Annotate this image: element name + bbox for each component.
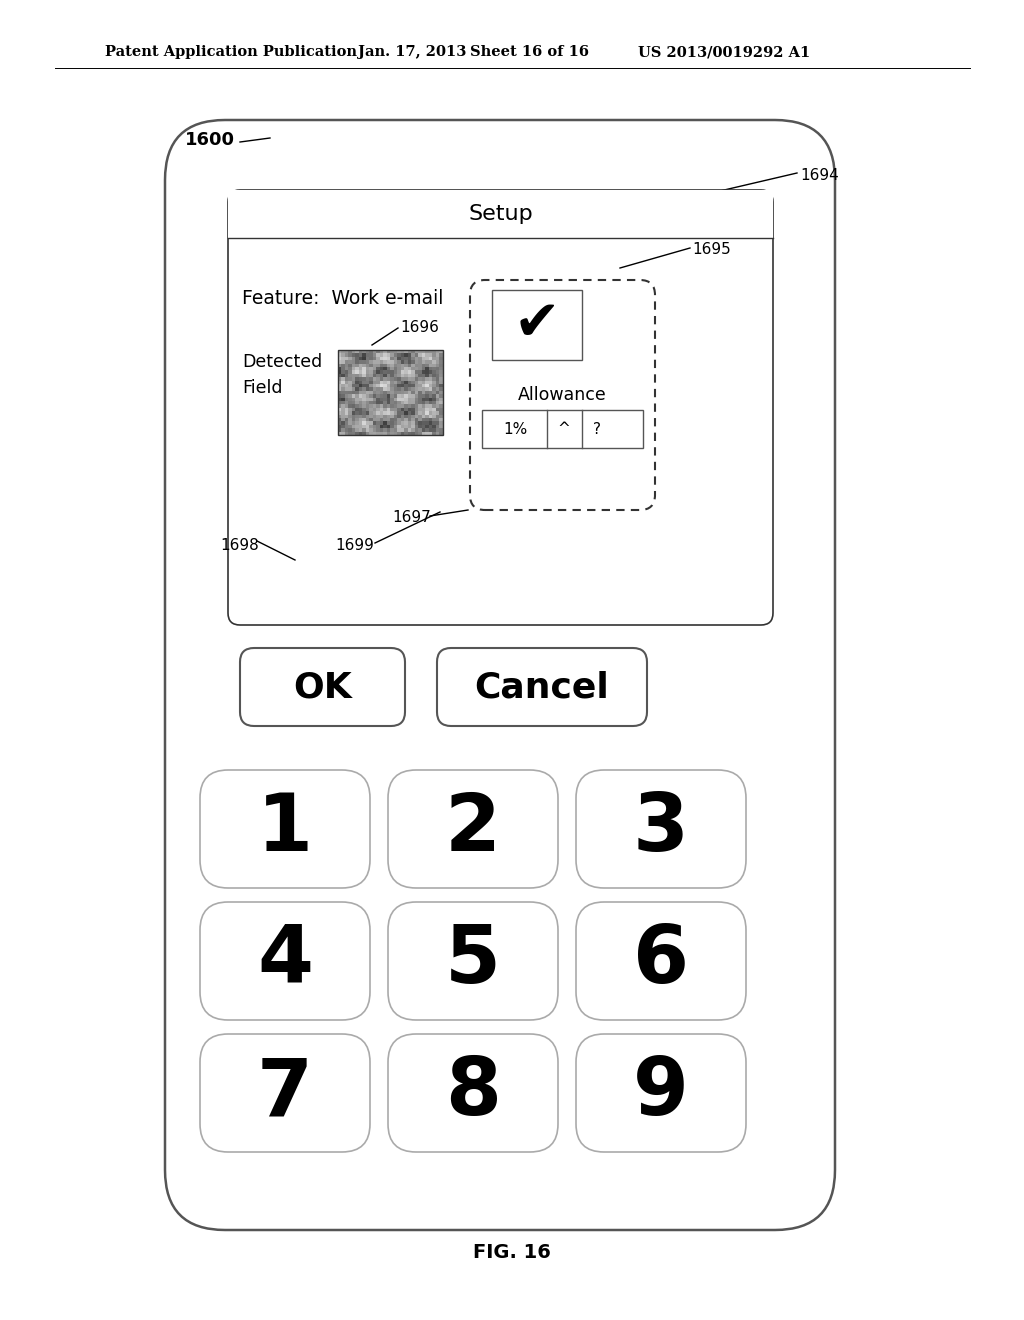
Text: 1696: 1696 xyxy=(400,321,439,335)
Text: 1697: 1697 xyxy=(392,511,431,525)
Text: 8: 8 xyxy=(445,1053,501,1133)
Text: 5: 5 xyxy=(445,921,501,1001)
Text: ?: ? xyxy=(593,421,601,437)
Text: 7: 7 xyxy=(257,1053,313,1133)
FancyBboxPatch shape xyxy=(575,902,746,1020)
FancyBboxPatch shape xyxy=(200,770,370,888)
Text: OK: OK xyxy=(293,671,352,704)
FancyBboxPatch shape xyxy=(200,1034,370,1152)
Text: 1695: 1695 xyxy=(692,243,731,257)
Text: US 2013/0019292 A1: US 2013/0019292 A1 xyxy=(638,45,810,59)
FancyBboxPatch shape xyxy=(575,1034,746,1152)
FancyBboxPatch shape xyxy=(388,770,558,888)
FancyBboxPatch shape xyxy=(388,902,558,1020)
FancyBboxPatch shape xyxy=(240,648,406,726)
Text: Jan. 17, 2013: Jan. 17, 2013 xyxy=(358,45,466,59)
Text: 1: 1 xyxy=(257,789,313,869)
FancyBboxPatch shape xyxy=(575,770,746,888)
Text: 1694: 1694 xyxy=(800,168,839,182)
Text: 3: 3 xyxy=(633,789,689,869)
Text: 6: 6 xyxy=(633,921,689,1001)
Text: 9: 9 xyxy=(633,1053,689,1133)
Text: Allowance: Allowance xyxy=(518,385,607,404)
Bar xyxy=(482,411,643,447)
Text: Sheet 16 of 16: Sheet 16 of 16 xyxy=(470,45,589,59)
Text: ^: ^ xyxy=(558,421,570,437)
Text: Feature:  Work e-mail: Feature: Work e-mail xyxy=(242,289,443,308)
Text: 4: 4 xyxy=(257,921,313,1001)
Text: FIG. 16: FIG. 16 xyxy=(473,1243,551,1262)
Bar xyxy=(338,350,443,436)
Text: Setup: Setup xyxy=(468,205,532,224)
FancyBboxPatch shape xyxy=(228,190,773,624)
Text: 1699: 1699 xyxy=(335,537,374,553)
Text: 1698: 1698 xyxy=(220,537,259,553)
Text: 1%: 1% xyxy=(503,421,527,437)
Text: Cancel: Cancel xyxy=(475,671,609,704)
FancyBboxPatch shape xyxy=(470,280,655,510)
Text: Patent Application Publication: Patent Application Publication xyxy=(105,45,357,59)
FancyBboxPatch shape xyxy=(437,648,647,726)
Bar xyxy=(492,290,582,360)
FancyBboxPatch shape xyxy=(165,120,835,1230)
Bar xyxy=(228,190,773,238)
Text: 1600: 1600 xyxy=(185,131,234,149)
Text: 2: 2 xyxy=(445,789,501,869)
Text: ✔: ✔ xyxy=(514,298,560,352)
FancyBboxPatch shape xyxy=(388,1034,558,1152)
FancyBboxPatch shape xyxy=(200,902,370,1020)
Text: Detected
Field: Detected Field xyxy=(242,352,323,397)
